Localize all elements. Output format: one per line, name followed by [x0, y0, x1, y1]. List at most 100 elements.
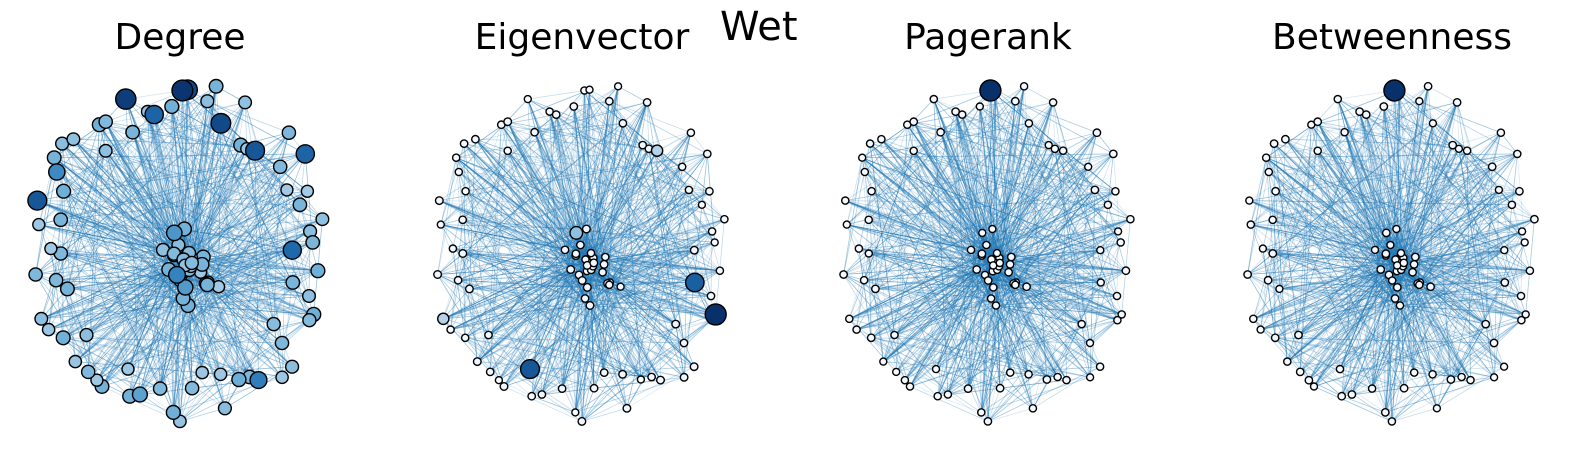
- network-edge: [864, 279, 994, 288]
- network-edge: [913, 121, 997, 264]
- network-edge: [507, 121, 572, 270]
- network-edge: [622, 123, 642, 380]
- network-node: [1249, 314, 1258, 324]
- network-edge: [1249, 85, 1429, 201]
- network-edge: [1402, 265, 1486, 325]
- network-edge: [995, 284, 1016, 306]
- network-edge: [1054, 148, 1109, 206]
- network-edge: [935, 270, 1127, 370]
- network-edge: [856, 271, 1009, 330]
- network-edge: [507, 150, 586, 299]
- network-edge: [531, 266, 594, 397]
- network-edge: [881, 138, 1000, 267]
- network-edge: [63, 190, 189, 306]
- network-edge: [609, 166, 683, 283]
- network-edge: [996, 150, 1064, 254]
- network-edge: [580, 148, 650, 246]
- network-edge: [1399, 305, 1486, 325]
- network-edge: [1298, 249, 1376, 336]
- network-edge: [995, 231, 1119, 306]
- network-node: [1381, 228, 1391, 238]
- network-edge: [450, 265, 594, 330]
- network-edge: [60, 253, 186, 288]
- network-node: [864, 249, 873, 258]
- network-edge: [690, 132, 708, 155]
- network-edge: [858, 248, 872, 338]
- network-edge: [976, 102, 1054, 270]
- network-edge: [1337, 98, 1413, 273]
- network-edge: [979, 106, 1000, 267]
- network-edge: [153, 114, 313, 243]
- network-edge: [1011, 256, 1122, 315]
- network-edge: [1279, 121, 1319, 289]
- network-edge: [55, 132, 133, 281]
- panel-degree: Degree: [0, 0, 360, 455]
- network-edge: [1272, 219, 1391, 246]
- network-edge: [1275, 337, 1495, 378]
- network-edge: [67, 274, 178, 290]
- network-edge: [1417, 283, 1438, 409]
- network-edge: [895, 124, 908, 372]
- network-node: [957, 110, 967, 119]
- network-edge: [529, 101, 610, 370]
- network-edge: [1272, 190, 1520, 254]
- network-edge: [98, 124, 174, 413]
- network-edge: [590, 218, 725, 254]
- network-edge: [74, 102, 246, 362]
- network-edge: [455, 157, 595, 389]
- network-edge: [67, 270, 318, 290]
- network-edge: [531, 114, 557, 397]
- network-edge: [1402, 144, 1454, 267]
- network-edge: [490, 270, 721, 373]
- network-edge: [87, 265, 192, 373]
- network-edge: [1384, 287, 1398, 413]
- network-edge: [1351, 102, 1458, 395]
- network-edge: [1300, 319, 1522, 373]
- network-node: [992, 248, 1002, 258]
- network-edge: [96, 249, 293, 381]
- network-edge: [1262, 153, 1518, 249]
- network-edge: [871, 190, 998, 271]
- network-node: [238, 95, 253, 110]
- network-edge: [604, 166, 683, 258]
- network-node: [1521, 310, 1530, 319]
- network-edge: [1252, 150, 1319, 319]
- network-node: [569, 225, 584, 240]
- network-edge: [1275, 153, 1518, 192]
- network-edge: [999, 102, 1054, 264]
- network-node: [451, 153, 461, 162]
- network-edge: [1419, 166, 1493, 283]
- network-edge: [1456, 102, 1522, 321]
- network-edge: [913, 150, 987, 246]
- network-node: [677, 162, 687, 172]
- network-edge: [1371, 305, 1401, 389]
- network-node: [210, 112, 232, 134]
- network-node: [1024, 119, 1034, 128]
- network-edge: [62, 189, 288, 339]
- network-edge: [191, 148, 248, 259]
- network-edge: [992, 218, 1131, 272]
- network-edge: [534, 122, 623, 133]
- network-node: [1448, 140, 1458, 150]
- network-edge: [913, 121, 1064, 152]
- network-edge: [1493, 153, 1518, 378]
- network-edge: [458, 148, 649, 173]
- network-edge: [575, 253, 685, 378]
- network-edge: [56, 171, 129, 370]
- network-edge: [220, 123, 275, 325]
- network-edge: [875, 139, 882, 289]
- network-edge: [437, 122, 624, 275]
- nodes-group: [433, 82, 729, 426]
- network-edge: [465, 337, 685, 378]
- network-edge: [1279, 264, 1415, 290]
- network-edge: [171, 106, 186, 266]
- network-edge: [500, 124, 577, 254]
- network-edge: [1399, 262, 1433, 375]
- network-edge: [961, 114, 994, 266]
- network-edge: [602, 272, 685, 378]
- network-edge: [1249, 200, 1397, 272]
- network-edge: [656, 150, 703, 206]
- network-edge: [869, 143, 1131, 220]
- network-edge: [1427, 85, 1458, 103]
- network-edge: [1250, 224, 1400, 264]
